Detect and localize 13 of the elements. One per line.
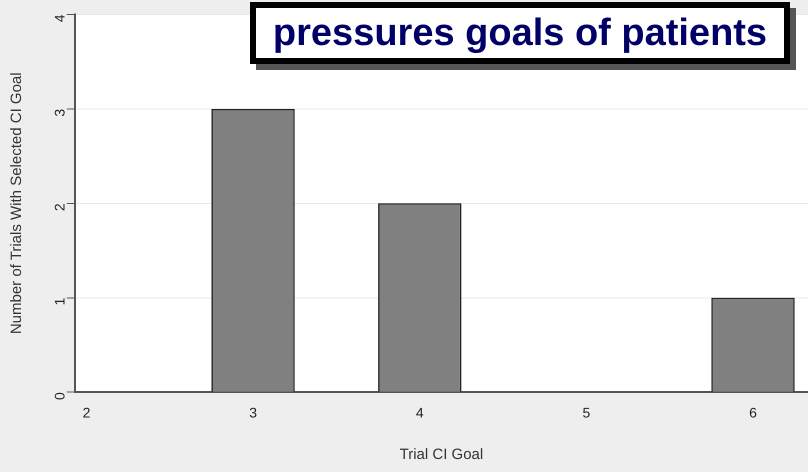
y-tick-label: 4 — [52, 14, 68, 22]
x-tick-label: 4 — [416, 404, 424, 420]
x-axis-title: Trial CI Goal — [400, 446, 484, 464]
y-axis-title: Number of Trials With Selected CI Goal — [8, 72, 26, 334]
x-tick-label: 5 — [582, 404, 590, 420]
y-tick-label: 2 — [52, 203, 68, 212]
x-tick-label: 3 — [249, 404, 258, 420]
y-tick-label: 3 — [52, 108, 68, 117]
y-tick-label: 1 — [52, 298, 68, 306]
y-tick-label: 0 — [52, 392, 68, 400]
x-tick-label: 2 — [82, 404, 91, 420]
annotation: pressures goals of patients — [250, 2, 790, 64]
x-tick-label: 6 — [749, 404, 758, 420]
